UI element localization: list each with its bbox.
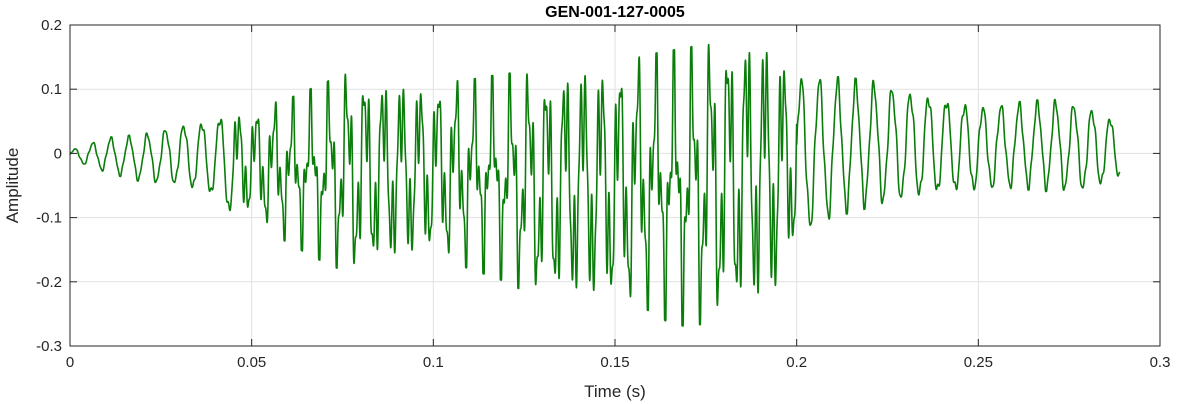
- y-tick-label: -0.3: [36, 338, 62, 355]
- y-tick-label: 0: [54, 145, 62, 162]
- ticks: [69, 24, 1161, 347]
- y-axis-label: Amplitude: [3, 148, 22, 224]
- x-tick-label: 0.15: [600, 354, 629, 371]
- y-tick-label: 0.1: [41, 81, 62, 98]
- y-tick-label: 0.2: [41, 17, 62, 34]
- x-tick-label: 0.05: [237, 354, 266, 371]
- chart-title: GEN-001-127-0005: [545, 4, 685, 21]
- x-tick-label: 0.2: [786, 354, 807, 371]
- x-tick-label: 0.3: [1150, 354, 1171, 371]
- y-tick-label: -0.2: [36, 274, 62, 291]
- x-axis-label: Time (s): [584, 382, 646, 401]
- x-tick-label: 0: [66, 354, 74, 371]
- y-tick-label: -0.1: [36, 210, 62, 227]
- waveform-line: [69, 43, 1121, 327]
- x-tick-label: 0.25: [964, 354, 993, 371]
- x-tick-label: 0.1: [423, 354, 444, 371]
